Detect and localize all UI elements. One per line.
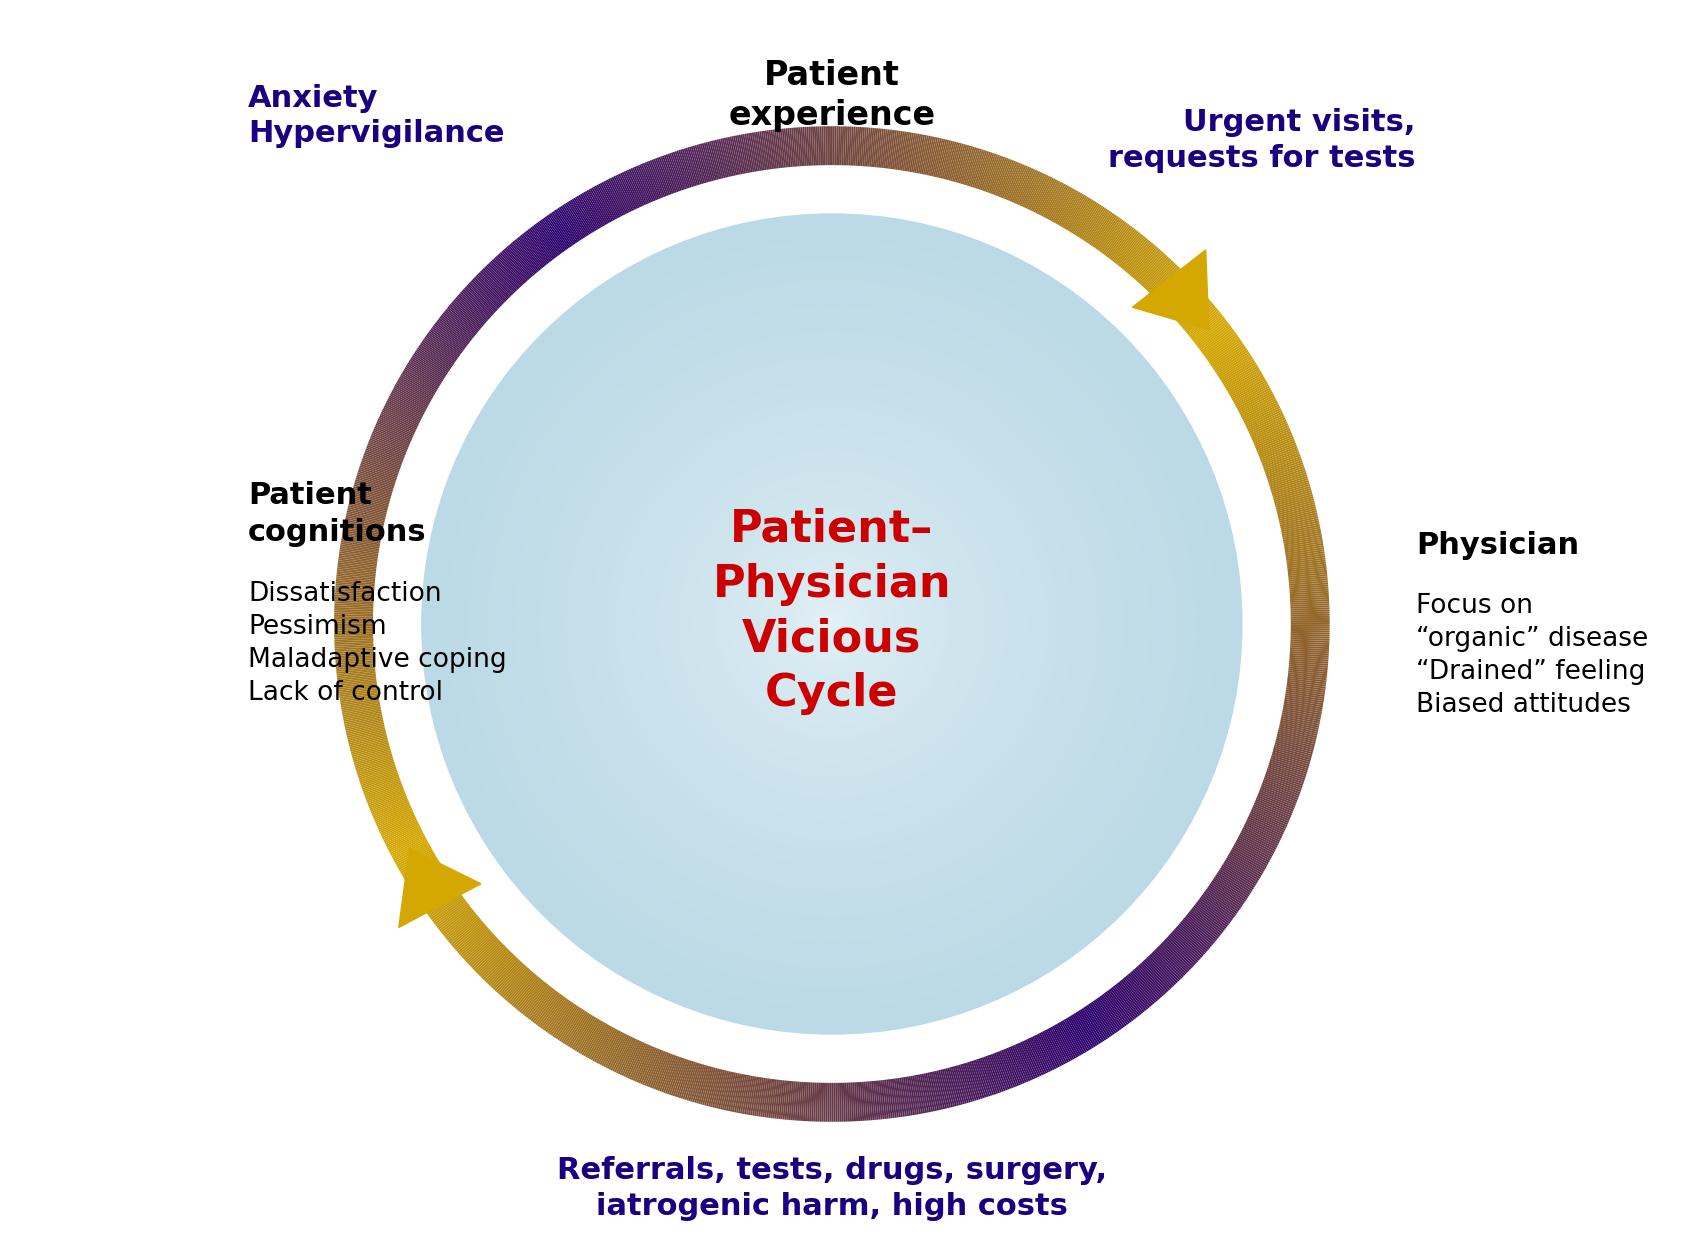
Circle shape bbox=[668, 461, 997, 787]
Circle shape bbox=[421, 213, 1242, 1035]
Circle shape bbox=[785, 578, 878, 670]
Circle shape bbox=[827, 619, 838, 629]
Circle shape bbox=[643, 434, 1022, 814]
Circle shape bbox=[601, 393, 1063, 855]
Circle shape bbox=[724, 517, 939, 731]
Circle shape bbox=[626, 419, 1037, 829]
Circle shape bbox=[474, 266, 1191, 982]
Circle shape bbox=[807, 598, 858, 650]
Circle shape bbox=[822, 614, 843, 634]
Text: Patient
experience: Patient experience bbox=[728, 59, 936, 132]
Circle shape bbox=[689, 480, 975, 768]
Circle shape bbox=[570, 363, 1093, 885]
Circle shape bbox=[694, 485, 970, 763]
Polygon shape bbox=[399, 849, 481, 927]
Circle shape bbox=[489, 281, 1176, 967]
Text: Urgent visits,
requests for tests: Urgent visits, requests for tests bbox=[1108, 109, 1416, 173]
Circle shape bbox=[795, 588, 868, 660]
Circle shape bbox=[739, 532, 924, 716]
Circle shape bbox=[760, 553, 904, 695]
Circle shape bbox=[790, 583, 873, 665]
Polygon shape bbox=[1132, 250, 1208, 329]
Circle shape bbox=[509, 301, 1154, 947]
Circle shape bbox=[606, 398, 1058, 850]
Circle shape bbox=[519, 311, 1144, 937]
Circle shape bbox=[535, 327, 1129, 921]
Circle shape bbox=[525, 317, 1139, 931]
Circle shape bbox=[780, 573, 883, 675]
Circle shape bbox=[514, 306, 1149, 942]
Circle shape bbox=[575, 368, 1088, 880]
Circle shape bbox=[504, 296, 1161, 952]
Circle shape bbox=[817, 609, 848, 639]
Circle shape bbox=[729, 522, 934, 726]
Circle shape bbox=[431, 225, 1232, 1023]
Circle shape bbox=[765, 558, 898, 690]
Circle shape bbox=[755, 547, 909, 701]
Circle shape bbox=[484, 276, 1181, 972]
Circle shape bbox=[709, 500, 954, 748]
Circle shape bbox=[770, 563, 893, 685]
Circle shape bbox=[663, 454, 1002, 794]
Circle shape bbox=[426, 220, 1237, 1028]
Circle shape bbox=[704, 495, 959, 753]
Circle shape bbox=[750, 542, 914, 706]
Circle shape bbox=[616, 409, 1047, 839]
Circle shape bbox=[684, 475, 980, 773]
Circle shape bbox=[550, 342, 1113, 906]
Circle shape bbox=[540, 332, 1123, 916]
Text: Patient–
Physician
Vicious
Cycle: Patient– Physician Vicious Cycle bbox=[712, 508, 951, 715]
Circle shape bbox=[494, 286, 1171, 962]
Circle shape bbox=[565, 357, 1098, 891]
Text: Dissatisfaction
Pessimism
Maladaptive coping
Lack of control: Dissatisfaction Pessimism Maladaptive co… bbox=[249, 580, 506, 705]
Circle shape bbox=[658, 449, 1007, 799]
Text: Focus on
“organic” disease
“Drained” feeling
Biased attitudes: Focus on “organic” disease “Drained” fee… bbox=[1416, 593, 1648, 718]
Circle shape bbox=[442, 235, 1222, 1013]
Text: Anxiety
Hypervigilance: Anxiety Hypervigilance bbox=[249, 84, 504, 149]
Circle shape bbox=[699, 490, 964, 758]
Circle shape bbox=[459, 250, 1206, 998]
Circle shape bbox=[596, 388, 1068, 860]
Text: Referrals, tests, drugs, surgery,
iatrogenic harm, high costs: Referrals, tests, drugs, surgery, iatrog… bbox=[557, 1156, 1107, 1221]
Circle shape bbox=[447, 240, 1217, 1008]
Circle shape bbox=[479, 271, 1186, 977]
Circle shape bbox=[648, 439, 1017, 809]
Circle shape bbox=[678, 470, 986, 778]
Circle shape bbox=[714, 507, 949, 741]
Text: Physician: Physician bbox=[1416, 530, 1579, 560]
Circle shape bbox=[812, 604, 853, 644]
Circle shape bbox=[530, 322, 1134, 926]
Circle shape bbox=[499, 291, 1166, 957]
Circle shape bbox=[469, 260, 1196, 988]
Circle shape bbox=[633, 424, 1032, 824]
Circle shape bbox=[560, 352, 1103, 896]
Circle shape bbox=[638, 429, 1027, 819]
Circle shape bbox=[621, 414, 1042, 834]
Circle shape bbox=[545, 337, 1118, 911]
Circle shape bbox=[653, 444, 1012, 804]
Circle shape bbox=[775, 568, 888, 680]
Circle shape bbox=[585, 378, 1078, 870]
Circle shape bbox=[591, 383, 1073, 865]
Circle shape bbox=[464, 255, 1201, 993]
Circle shape bbox=[437, 230, 1227, 1018]
Circle shape bbox=[673, 466, 992, 782]
Circle shape bbox=[800, 593, 863, 655]
Circle shape bbox=[734, 527, 929, 721]
Circle shape bbox=[580, 373, 1083, 875]
Circle shape bbox=[719, 512, 944, 736]
Circle shape bbox=[744, 537, 919, 711]
Circle shape bbox=[611, 403, 1052, 845]
Circle shape bbox=[555, 347, 1108, 901]
Circle shape bbox=[453, 245, 1211, 1003]
Text: Patient
cognitions: Patient cognitions bbox=[249, 482, 426, 547]
